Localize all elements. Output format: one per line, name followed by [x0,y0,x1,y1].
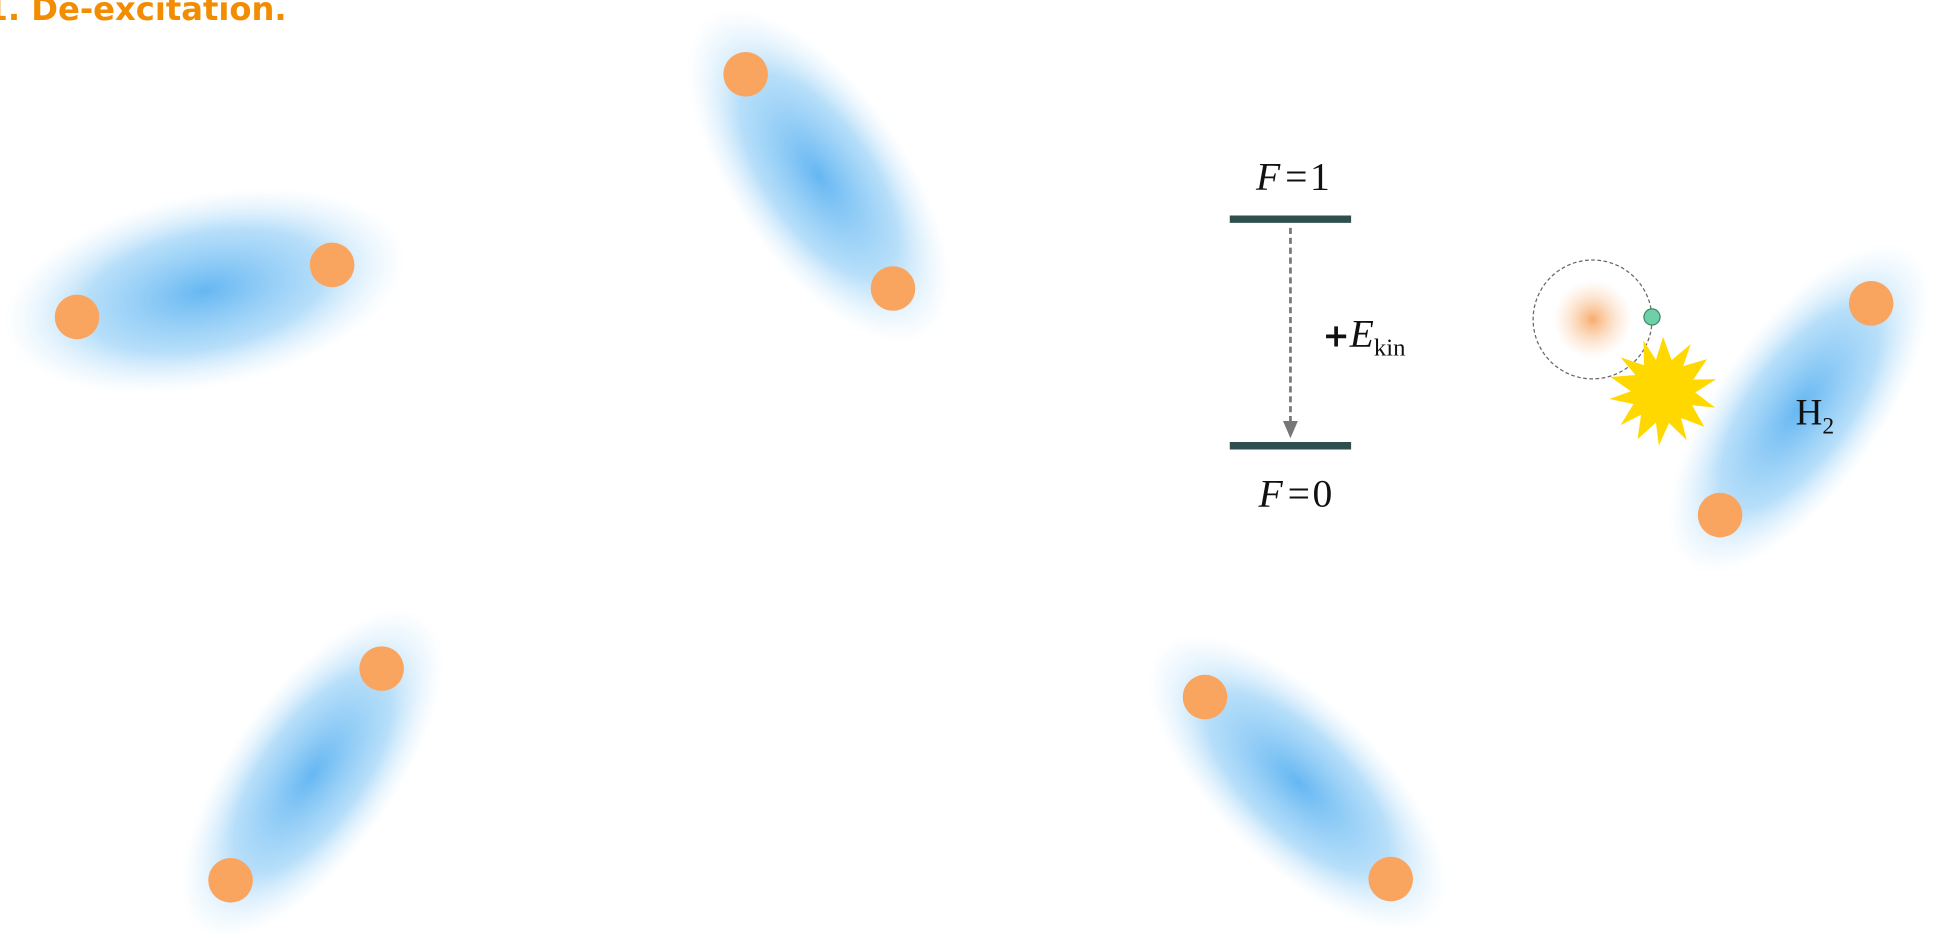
arrow-head [1283,421,1298,438]
upper-level-label: F=1 [1255,154,1330,198]
molecule-symbol: H [1796,393,1823,434]
title: 1. De-excitation. [0,0,287,28]
molecule [0,156,424,427]
level-value: 1 [1310,154,1330,198]
energy-subscript: kin [1374,334,1406,361]
page: 1. De-excitation. H2 F=1 F=0 +Ekin (() =… [0,0,1942,941]
lower-level-label: F=0 [1258,471,1333,515]
level-value: 0 [1312,471,1332,515]
diagram: 1. De-excitation. H2 F=1 F=0 +Ekin [0,0,1942,941]
energy-prefix: + [1323,317,1350,355]
molecule [1102,588,1494,941]
molecule [133,568,492,941]
level-relation: = [1285,154,1307,198]
level-symbol: F [1255,154,1281,198]
molecule [637,0,1000,385]
energy-symbol: E [1349,312,1374,356]
level-relation: = [1288,471,1310,515]
level-symbol: F [1258,471,1284,515]
molecule-subscript: 2 [1822,413,1834,439]
energy-label: +Ekin [1323,312,1406,362]
hydrogen-atom [1533,260,1660,379]
